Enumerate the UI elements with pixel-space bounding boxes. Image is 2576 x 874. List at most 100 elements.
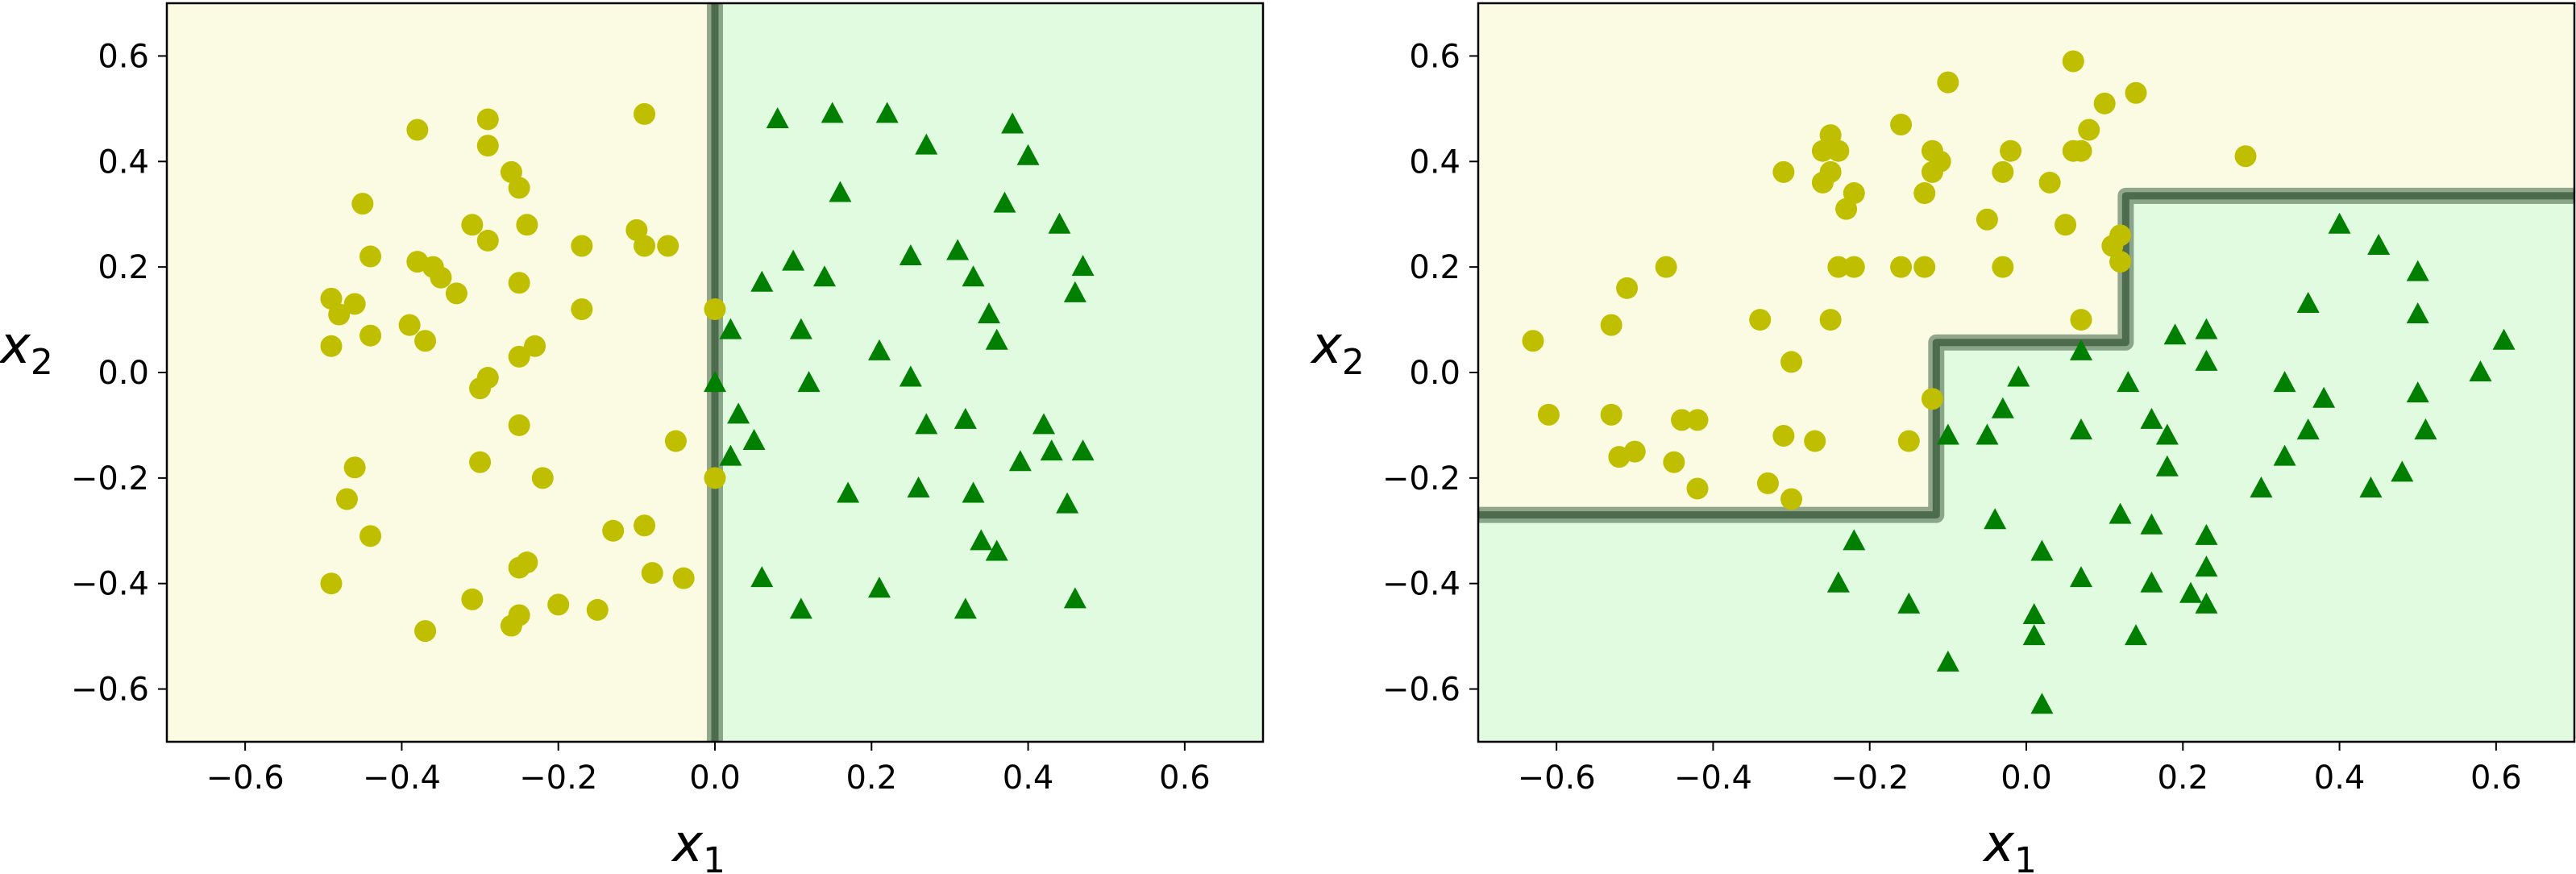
data-point-circle [2000,139,2022,162]
data-point-triangle [962,265,985,287]
data-point-triangle [704,371,726,393]
data-point-circle [1827,139,1850,162]
data-point-triangle [1016,144,1040,165]
x-tick-label: 0.4 [2314,760,2366,797]
x-tick-label: −0.2 [1830,760,1909,797]
data-point-circle [508,345,530,368]
data-point-circle [2109,251,2132,273]
data-point-triangle [2140,571,2163,593]
data-point-circle [634,514,656,537]
data-point-circle [1811,139,1834,162]
x-tick-label: 0.4 [1003,760,1054,797]
data-point-triangle [813,265,836,287]
data-point-circle [1671,409,1693,431]
data-point-triangle [766,106,789,128]
data-point-circle [1843,256,1865,278]
data-point-circle [1913,256,1936,278]
data-point-triangle [985,539,1008,561]
data-point-triangle [2296,418,2320,439]
data-point-triangle [1936,650,1959,672]
data-point-triangle [1040,439,1063,461]
y-tick-label: 0.2 [98,249,149,286]
data-point-triangle [2359,476,2383,497]
data-point-circle [1992,256,2014,278]
x-tick-label: 0.2 [2157,760,2208,797]
data-point-circle [672,567,695,589]
data-point-triangle [1071,255,1095,277]
y-tick-label: 0.6 [98,38,149,75]
data-point-circle [430,266,452,289]
y-tick-label: −0.4 [71,566,149,603]
y-tick-label: 0.0 [1409,355,1460,392]
data-point-triangle [1826,571,1850,593]
data-point-circle [1772,160,1795,183]
data-point-triangle [1063,281,1086,302]
data-point-circle [2125,81,2147,104]
data-point-triangle [2195,349,2218,371]
data-point-triangle [742,429,766,451]
data-point-circle [1827,256,1850,278]
data-point-circle [351,193,374,215]
data-point-triangle [797,371,821,393]
data-point-triangle [2195,592,2218,614]
y-axis-label: x2 [1310,316,1365,383]
data-point-triangle [868,576,891,598]
data-point-circle [2078,119,2100,141]
data-point-triangle [719,318,742,339]
data-point-triangle [2140,407,2163,429]
data-point-triangle [2070,418,2092,439]
x-axis-label-main: x [671,814,704,874]
data-point-circle [1780,488,1803,510]
data-point-triangle [946,239,970,260]
data-point-triangle [962,481,985,503]
data-point-circle [602,519,625,542]
data-point-circle [343,293,366,315]
data-point-circle [1811,171,1834,194]
data-point-circle [398,314,421,336]
data-point-triangle [1843,529,1866,551]
data-point-circle [2055,214,2077,236]
x-tick-label: −0.4 [1674,760,1752,797]
data-point-circle [1616,277,1639,299]
data-point-circle [406,119,429,141]
data-point-circle [320,335,343,357]
data-point-triangle [2125,624,2147,646]
data-point-circle [335,488,358,510]
data-point-circle [461,588,484,610]
y-tick-label: 0.4 [1409,144,1460,181]
data-point-triangle [978,302,1000,324]
data-point-triangle [2030,693,2054,714]
data-point-triangle [2070,566,2092,588]
data-point-circle [1655,256,1677,278]
x-axis-label: x1 [1982,814,2037,874]
series-triangle [1826,212,2516,714]
data-point-circle [1756,472,1779,494]
decision-region-class1 [1478,195,2574,742]
data-point-circle [1522,330,1544,352]
data-point-triangle [2007,365,2030,387]
data-point-triangle [970,529,993,551]
data-point-triangle [899,244,922,266]
data-point-circle [508,272,530,294]
data-point-triangle [2328,212,2351,234]
data-point-circle [469,451,492,473]
data-point-circle [664,430,687,452]
data-point-circle [476,229,499,252]
data-point-triangle [2273,371,2296,393]
data-point-circle [1890,113,1913,135]
data-point-circle [2234,145,2257,168]
data-point-triangle [993,191,1016,213]
data-point-triangle [2492,328,2516,350]
data-point-circle [359,324,382,347]
data-point-circle [1890,256,1913,278]
data-point-circle [508,414,530,436]
data-point-triangle [789,597,812,619]
y-tick-label: −0.2 [1382,460,1460,497]
data-point-circle [1804,430,1826,452]
chart-panel-2: −0.6 −0.4 −0.2 0.0 0.2 0.4 0.6 −0.6 −0.4 −0.2 0.0 0… [1310,2,2576,874]
data-point-triangle [1008,450,1032,472]
data-point-circle [359,525,382,547]
series-triangle [704,102,1095,619]
data-point-circle [508,556,530,579]
